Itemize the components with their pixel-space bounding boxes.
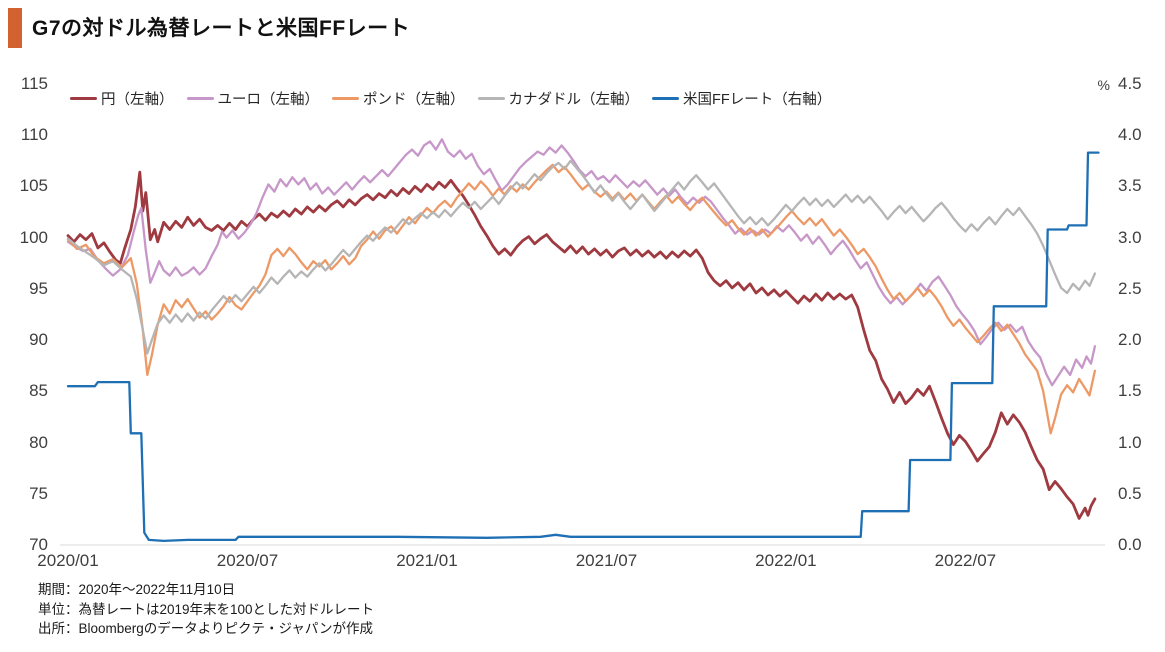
right-axis-tick-label: 1.5 xyxy=(1118,381,1142,401)
legend-line-swatch-icon xyxy=(332,97,359,100)
right-axis-tick-label: 3.5 xyxy=(1118,176,1142,196)
legend-label: カナダドル（左軸） xyxy=(508,92,640,108)
x-axis-tick-label: 2020/07 xyxy=(216,551,279,570)
x-axis-tick-label: 2020/01 xyxy=(37,551,99,570)
legend-line-swatch-icon xyxy=(70,97,97,100)
left-axis-tick-label: 115 xyxy=(20,74,48,93)
right-axis-tick-label: 2.5 xyxy=(1118,278,1142,298)
footnote-unit: 単位：為替レートは2019年末を100とした対ドルレート xyxy=(38,601,375,617)
chart-legend: 円（左軸） ユーロ（左軸） ポンド（左軸） カナダドル（左軸） 米国FFレート（右軸） xyxy=(70,88,831,109)
title-accent-bar xyxy=(8,8,22,48)
right-axis-tick-label: 4.5 xyxy=(1118,74,1142,93)
footnote-source: 出所：Bloombergのデータよりピクテ・ジャパンが作成 xyxy=(38,621,374,636)
x-axis-tick-label: 2021/07 xyxy=(575,551,638,570)
right-axis-tick-label: 0.5 xyxy=(1118,483,1142,503)
legend-label: 米国FFレート（右軸） xyxy=(683,92,832,108)
x-axis-tick-label: 2022/01 xyxy=(755,551,817,570)
left-axis-tick-label: 95 xyxy=(29,278,48,298)
legend-item-gbp: ポンド（左軸） xyxy=(332,88,465,109)
right-axis-tick-label: 2.0 xyxy=(1118,330,1142,350)
right-axis-tick-label: 1.0 xyxy=(1118,432,1142,452)
left-axis-tick-label: 75 xyxy=(29,483,48,503)
left-axis-tick-label: 80 xyxy=(29,432,48,452)
left-axis-tick-label: 85 xyxy=(29,381,48,401)
right-axis-tick-label: 0.0 xyxy=(1118,535,1142,554)
x-axis-tick-label: 2021/01 xyxy=(396,551,458,570)
left-axis-tick-label: 105 xyxy=(19,176,48,196)
legend-label: ポンド（左軸） xyxy=(363,92,465,108)
legend-item-jpy: 円（左軸） xyxy=(70,88,174,109)
footnote-period: 期間：2020年～2022年11月10日 xyxy=(38,582,236,597)
series-line-jpy xyxy=(66,170,1097,520)
left-axis-tick-label: 100 xyxy=(19,227,48,247)
left-axis-tick-label: 90 xyxy=(29,330,48,350)
left-axis-tick-label: 70 xyxy=(29,535,48,554)
right-axis-unit-label: % xyxy=(1097,77,1110,93)
series-line-ff xyxy=(66,151,1100,543)
chart-title: G7の対ドル為替レートと米国FFレート xyxy=(32,17,411,40)
footnotes: 期間：2020年～2022年11月10日 単位：為替レートは2019年末を100… xyxy=(38,580,374,639)
legend-item-eur: ユーロ（左軸） xyxy=(186,88,320,109)
x-axis-tick-label: 2022/07 xyxy=(934,551,997,570)
legend-item-ff: 米国FFレート（右軸） xyxy=(652,88,831,109)
left-axis-tick-label: 110 xyxy=(20,125,48,145)
legend-label: 円（左軸） xyxy=(101,92,174,108)
legend-item-cad: カナダドル（左軸） xyxy=(477,88,640,109)
legend-line-swatch-icon xyxy=(652,97,679,100)
legend-line-swatch-icon xyxy=(477,97,505,100)
legend-line-swatch-icon xyxy=(186,97,214,100)
series-line-cad xyxy=(66,159,1097,355)
right-axis-tick-label: 4.0 xyxy=(1118,125,1142,145)
series-line-eur xyxy=(66,138,1097,387)
legend-label: ユーロ（左軸） xyxy=(217,92,320,108)
right-axis-tick-label: 3.0 xyxy=(1118,227,1142,247)
